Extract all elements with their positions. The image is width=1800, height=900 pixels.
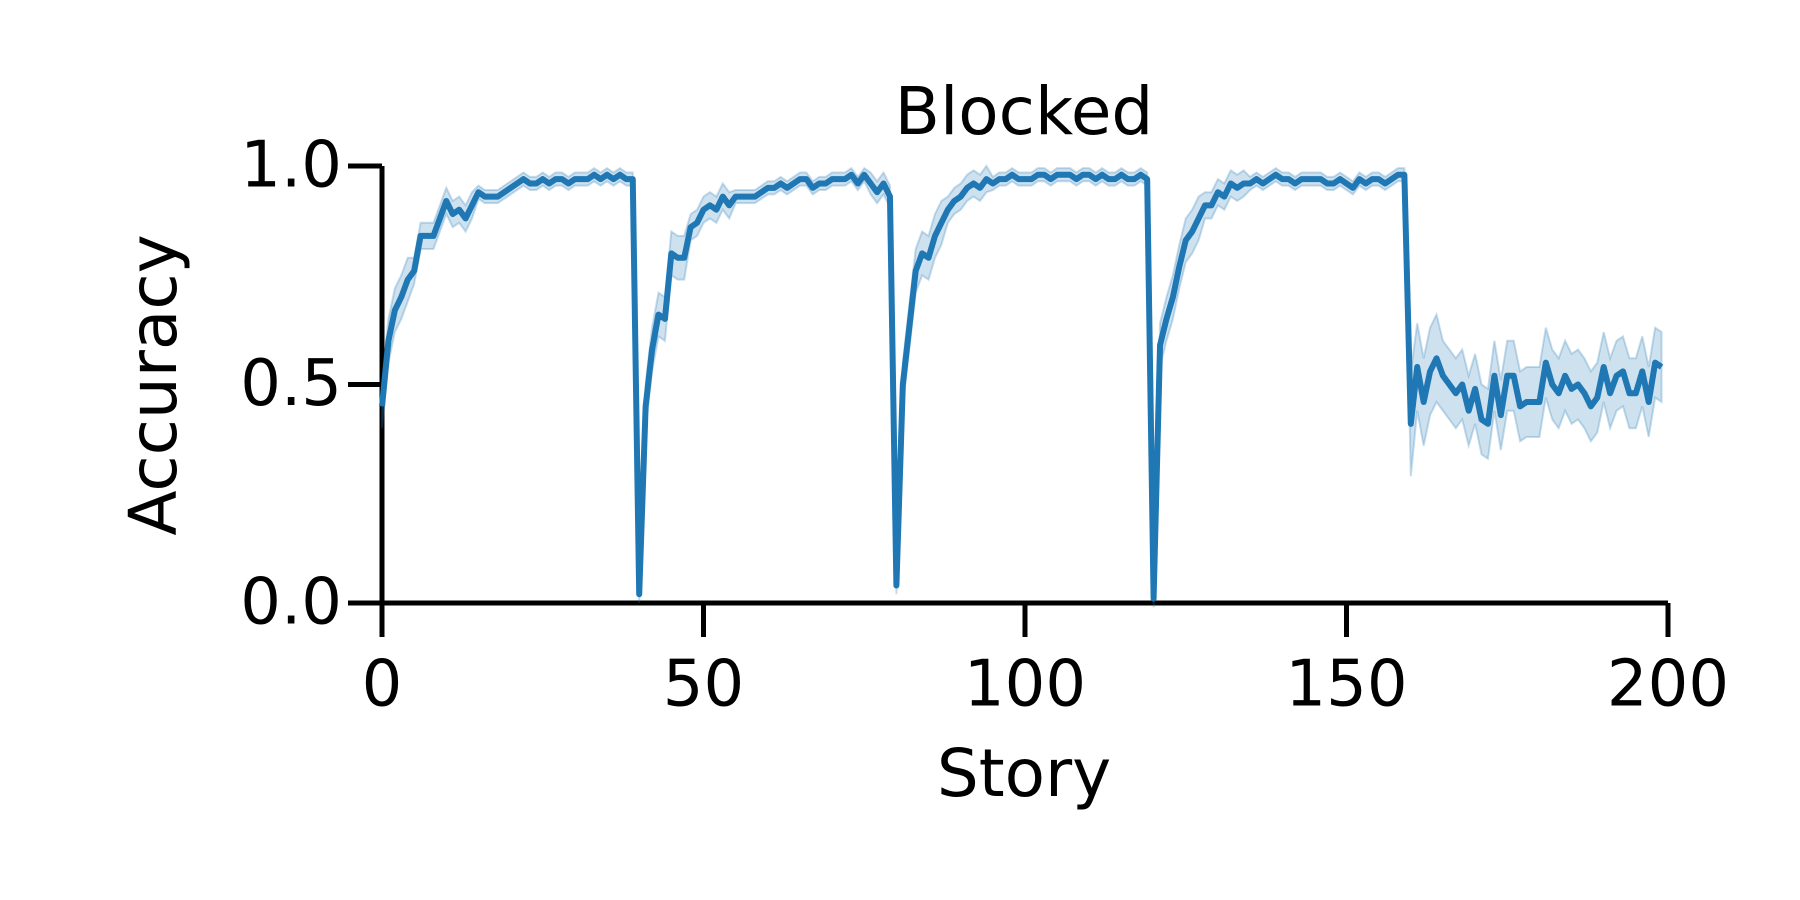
- x-tick-label: 50: [663, 648, 744, 722]
- x-tick-label: 150: [1285, 648, 1407, 722]
- y-tick-label: 0.5: [240, 347, 342, 421]
- x-tick-label: 100: [964, 648, 1086, 722]
- x-axis-label: Story: [937, 735, 1111, 812]
- x-tick-label: 200: [1607, 648, 1729, 722]
- y-axis-label: Accuracy: [115, 234, 192, 535]
- y-tick-label: 1.0: [240, 129, 342, 203]
- y-tick-label: 0.0: [240, 566, 342, 640]
- line: [379, 171, 1664, 602]
- x-tick-label: 0: [362, 648, 403, 722]
- confidence-band: [381, 164, 1663, 608]
- chart-title: Blocked: [895, 73, 1154, 150]
